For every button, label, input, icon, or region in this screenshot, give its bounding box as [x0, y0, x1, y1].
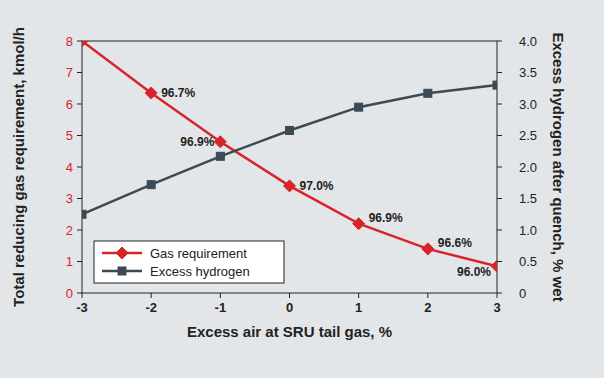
- y-tick-label: 0: [66, 286, 73, 301]
- y-tick: [77, 261, 82, 262]
- legend-marker: [118, 267, 126, 275]
- point: [286, 126, 294, 134]
- y-tick: [77, 104, 82, 105]
- y-tick: [77, 135, 82, 136]
- y2-tick: [497, 41, 502, 42]
- point-label: 97.0%: [300, 179, 334, 193]
- x-tick: [289, 293, 290, 298]
- point: [493, 81, 497, 89]
- y-tick-label: 8: [66, 34, 73, 49]
- y-tick: [77, 72, 82, 73]
- x-tick: [82, 293, 83, 298]
- point: [145, 87, 157, 99]
- x-tick-label: -1: [215, 300, 227, 315]
- point: [491, 260, 497, 272]
- x-tick-label: -2: [145, 300, 157, 315]
- point: [353, 218, 365, 230]
- point: [214, 136, 226, 148]
- y-tick-label: 7: [66, 65, 73, 80]
- y2-tick-label: 3.0: [519, 97, 537, 112]
- y-tick: [77, 293, 82, 294]
- y2-tick-label: 2.5: [519, 128, 537, 143]
- chart: -3 -2 -1 0 1 2 3 0 1 2 3 4 5 6 7 8 0 0.5 1.0 1.5 2.0 2.5 3.0 3.…: [0, 0, 604, 378]
- series-line: [82, 85, 497, 214]
- legend: Gas requirement Excess hydrogen: [94, 241, 284, 283]
- legend-marker: [116, 247, 128, 259]
- y-tick-label: 3: [66, 191, 73, 206]
- y-tick: [77, 41, 82, 42]
- point-label: 96.7%: [161, 86, 195, 100]
- point-label: 96.0%: [457, 265, 491, 279]
- point: [284, 180, 296, 192]
- point: [216, 152, 224, 160]
- point: [422, 243, 434, 255]
- y2-tick-label: 2.0: [519, 160, 537, 175]
- x-tick: [220, 293, 221, 298]
- x-tick-label: 0: [286, 300, 293, 315]
- y-axis-title: Total reducing gas requirement, kmol/h: [10, 27, 27, 307]
- point: [355, 103, 363, 111]
- plot-marks: [82, 41, 497, 272]
- y2-tick: [497, 72, 502, 73]
- plot-frame: [82, 41, 497, 293]
- y2-tick-label: 1.5: [519, 191, 537, 206]
- y2-axis-title: Excess hydrogen after quench, % wet: [550, 32, 567, 301]
- x-tick-label: 3: [493, 300, 500, 315]
- y-tick-label: 1: [66, 254, 73, 269]
- y2-tick: [497, 261, 502, 262]
- x-tick-label: 2: [424, 300, 431, 315]
- x-tick-label: -3: [76, 300, 88, 315]
- y2-tick: [497, 135, 502, 136]
- y2-tick: [497, 230, 502, 231]
- point: [82, 41, 88, 47]
- y-tick-label: 6: [66, 97, 73, 112]
- point: [82, 210, 86, 218]
- legend-label: Gas requirement: [150, 246, 247, 261]
- y2-tick: [497, 293, 502, 294]
- x-tick: [497, 293, 498, 298]
- y-tick: [77, 230, 82, 231]
- y-tick-label: 5: [66, 128, 73, 143]
- x-tick-label: 1: [355, 300, 362, 315]
- y2-tick-label: 1.0: [519, 223, 537, 238]
- y-tick-label: 2: [66, 223, 73, 238]
- point: [424, 89, 432, 97]
- y2-tick-label: 4.0: [519, 34, 537, 49]
- y2-tick: [497, 104, 502, 105]
- y-tick: [77, 198, 82, 199]
- y2-tick: [497, 198, 502, 199]
- y2-tick: [497, 167, 502, 168]
- background: [0, 0, 604, 378]
- x-axis-title: Excess air at SRU tail gas, %: [187, 323, 392, 340]
- point-label: 96.9%: [180, 135, 214, 149]
- y-tick: [77, 167, 82, 168]
- y-tick-label: 4: [66, 160, 73, 175]
- x-tick: [151, 293, 152, 298]
- x-tick: [358, 293, 359, 298]
- point-label: 96.9%: [369, 211, 403, 225]
- series-line: [82, 41, 497, 266]
- x-tick: [427, 293, 428, 298]
- point: [147, 181, 155, 189]
- y2-tick-label: 3.5: [519, 65, 537, 80]
- legend-label: Excess hydrogen: [150, 264, 250, 279]
- point-label: 96.6%: [438, 236, 472, 250]
- y2-tick-label: 0.5: [519, 254, 537, 269]
- y2-tick-label: 0: [519, 286, 526, 301]
- legend-box: [94, 241, 284, 283]
